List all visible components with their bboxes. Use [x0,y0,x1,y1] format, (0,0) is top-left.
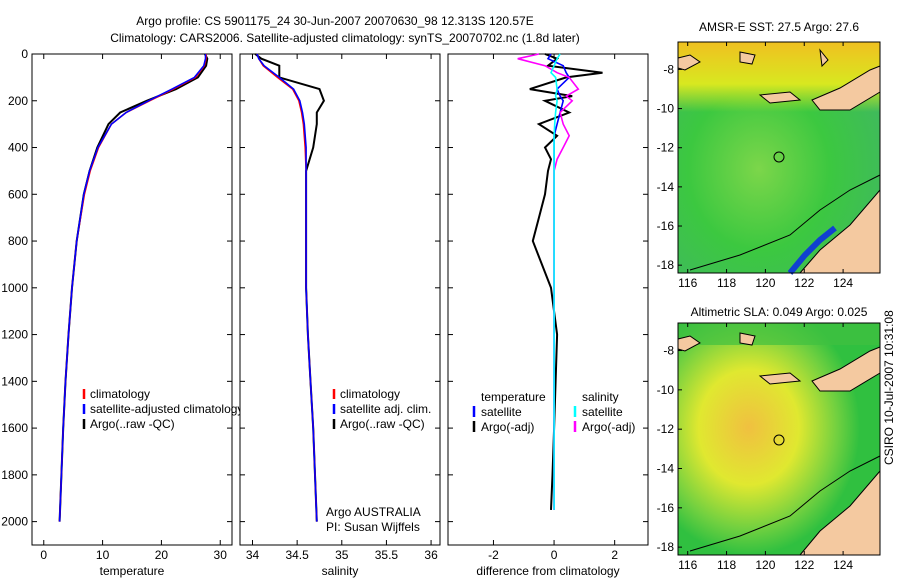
y-tick-label: 0 [21,47,28,61]
x-tick-label: 34.5 [285,548,309,562]
sst-argo-marker [773,151,785,163]
sla-map-frame [677,322,881,556]
sst-map-frame [677,41,881,274]
x-axis-label: temperature [100,564,165,578]
x-tick-label: 0 [551,548,558,562]
map-x-tick-label: 118 [717,276,736,290]
sumba-island [758,91,802,104]
legend-entry: climatology [90,387,150,401]
sla-argo-marker [773,434,785,446]
series-line-salinity-satellite [550,53,561,510]
y-tick-label: 1000 [1,281,28,295]
map-y-tick-label: -12 [657,141,675,155]
x-axis-label: difference from climatology [476,564,619,578]
sst-map-title: AMSR-E SST: 27.5 Argo: 27.6 [699,20,859,34]
map-x-tick-label: 116 [678,276,697,290]
legend-entry: satellite adj. clim. [340,402,431,416]
x-tick-label: 0 [40,548,47,562]
legend-entry: satellite-adjusted climatology [90,402,243,416]
legend-header-temperature: temperature [481,390,546,404]
map-y-tick-label: -12 [657,422,675,436]
x-tick-label: 30 [214,548,228,562]
legend-entry: Argo(..raw -QC) [90,417,175,431]
x-tick-label: 2 [611,548,618,562]
y-tick-label: 800 [8,234,28,248]
sst-cold-coastal [787,225,837,275]
map-x-tick-label: 120 [755,558,775,572]
x-tick-label: 35 [335,548,349,562]
credit-text: CSIRO 10-Jul-2007 10:31:08 [882,310,896,465]
map-x-tick-label: 124 [833,558,853,572]
y-tick-label: 2000 [1,515,28,529]
plot-frame [447,53,649,546]
y-tick-label: 1400 [1,374,28,388]
y-tick-label: 200 [8,94,28,108]
y-tick-label: 1600 [1,421,28,435]
sla-map: Altimetric SLA: 0.049 Argo: 0.025 116 118… [657,305,881,572]
map-y-tick-label: -10 [657,383,675,397]
legend-entry: satellite [481,405,522,419]
y-tick-label: 1800 [1,468,28,482]
series-line-satellite-adj-clim- [256,53,318,522]
map-x-tick-label: 122 [794,276,814,290]
legend-entry: Argo(-adj) [481,420,534,434]
map-y-tick-label: -8 [663,344,674,358]
sla-map-title: Altimetric SLA: 0.049 Argo: 0.025 [691,305,868,319]
series-line-satellite-adjusted-climatology [58,54,207,522]
x-axis-label: salinity [322,564,359,578]
map-y-tick-label: -18 [657,540,675,554]
temperature-panel: 0 10 20 30 temperature 0 200 400 600 800 1000 1200 1… [1,47,243,578]
map-y-tick-label: -16 [657,501,675,515]
map-y-tick-label: -18 [657,258,675,272]
plot-frame [239,53,441,546]
series-line-temperature-argo-adj- [529,53,603,510]
map-y-tick-label: -14 [657,461,675,475]
annotation-line1: Argo AUSTRALIA [326,505,421,519]
y-tick-label: 600 [8,187,28,201]
sst-map: AMSR-E SST: 27.5 Argo: 27.6 116 118 120 122… [657,20,881,290]
x-tick-label: 36 [424,548,438,562]
difference-panel: -2 0 2 difference from climatology temperatu… [447,53,649,578]
map-x-tick-label: 120 [755,276,775,290]
legend-header-salinity: salinity [582,390,619,404]
map-y-tick-label: -14 [657,180,675,194]
map-x-tick-label: 116 [678,558,697,572]
map-y-tick-label: -8 [663,62,674,76]
x-tick-label: 34 [246,548,260,562]
sst-isobath [689,174,881,271]
map-x-tick-label: 122 [794,558,814,572]
legend-entry: satellite [582,405,623,419]
x-tick-label: 10 [96,548,110,562]
map-y-tick-label: -10 [657,102,675,116]
map-x-tick-label: 124 [833,276,853,290]
map-x-tick-label: 118 [717,558,736,572]
figure-title-line1: Argo profile: CS 5901175_24 30-Jun-2007 … [136,14,533,28]
sla-sumba-island [758,372,802,385]
legend-entry: climatology [340,387,400,401]
y-tick-label: 400 [8,141,28,155]
figure-title-line2: Climatology: CARS2006. Satellite-adjuste… [110,31,580,45]
x-tick-label: -2 [488,548,499,562]
x-tick-label: 20 [155,548,169,562]
x-tick-label: 35.5 [375,548,399,562]
y-tick-label: 1200 [1,328,28,342]
annotation-line2: PI: Susan Wijffels [326,520,420,534]
plot-frame [31,53,233,546]
legend-entry: Argo(..raw -QC) [340,417,425,431]
sla-isobath [689,455,881,552]
map-y-tick-label: -16 [657,219,675,233]
salinity-panel: 34 34.5 35 35.5 36 salinity climatologysatelli… [239,53,441,578]
legend-entry: Argo(-adj) [582,420,635,434]
